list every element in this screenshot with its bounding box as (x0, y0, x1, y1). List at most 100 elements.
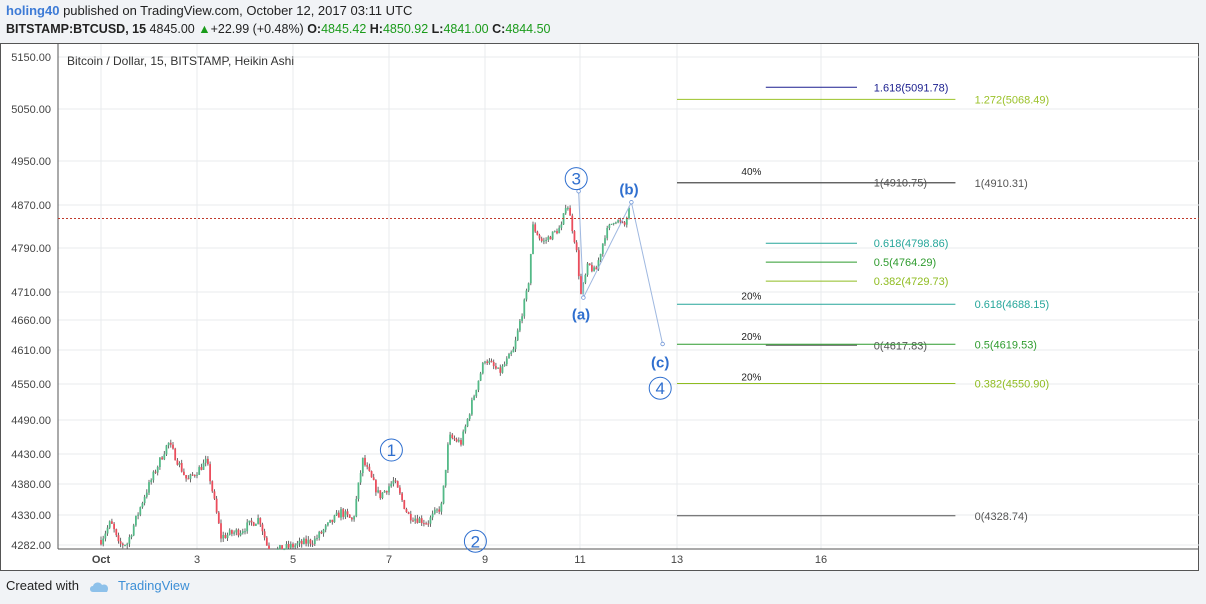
wave-circle (564, 167, 588, 191)
candle-body (213, 491, 216, 499)
candle-body (510, 352, 513, 354)
candle-body (163, 454, 166, 460)
y-tick-label: 4550.00 (11, 379, 51, 391)
fib-label: 0.618(4688.15) (975, 299, 1050, 311)
candle-body (124, 545, 126, 547)
candle-body (318, 531, 321, 538)
candle-body (159, 457, 161, 467)
candle-body (268, 545, 270, 549)
candle-body (431, 513, 434, 518)
tradingview-link[interactable]: TradingView (118, 578, 190, 593)
wave-label: 1 (387, 441, 396, 460)
y-tick-label: 4610.00 (11, 345, 51, 357)
candle-body (447, 444, 449, 470)
candle-body (263, 531, 266, 538)
candle-body (473, 396, 475, 400)
y-tick-label: 4790.00 (11, 243, 51, 255)
candle-body (401, 493, 403, 501)
candle-body (233, 532, 235, 534)
projection-point (581, 295, 586, 300)
candle-body (250, 520, 253, 523)
candle-body (261, 524, 264, 532)
candle-body (471, 399, 473, 415)
candle-body (394, 480, 397, 482)
candle-body (322, 529, 325, 534)
fib-label: 1(4910.31) (975, 178, 1028, 190)
tradingview-cloud-icon (89, 582, 108, 592)
candle-body (296, 543, 299, 546)
candle-body (217, 512, 220, 524)
candle-body (599, 253, 602, 261)
y-tick-label: 5150.00 (11, 52, 51, 64)
candle-body (353, 516, 355, 520)
x-tick-label: 9 (482, 554, 488, 566)
wave-label: 2 (471, 532, 480, 551)
fib-percent-label: 20% (741, 291, 761, 302)
candle-body (279, 545, 281, 549)
candle-body (529, 254, 532, 284)
candle-body (396, 481, 399, 488)
candle-body (215, 498, 218, 513)
candle-body (481, 362, 484, 374)
candle-body (606, 227, 609, 239)
low-label: L: (431, 22, 444, 36)
candle-body (320, 531, 323, 534)
candle-body (479, 373, 482, 381)
candle-body (556, 231, 558, 234)
candle-body (615, 222, 617, 224)
wave-circle (648, 376, 672, 400)
candle-body (202, 462, 205, 470)
candle-body (355, 498, 358, 517)
candle-body (185, 474, 187, 479)
fib-label: 0.5(4764.29) (874, 257, 936, 269)
candle-body (128, 537, 131, 544)
candle-body (521, 316, 523, 321)
candle-body (407, 512, 410, 514)
quote-line: BITSTAMP:BTCUSD, 15 4845.00 ▲+22.99 (+0.… (6, 22, 551, 36)
candle-body (340, 509, 342, 518)
candle-body (172, 444, 174, 449)
candle-body (377, 490, 379, 493)
price-change: +22.99 (+0.48%) (210, 22, 304, 36)
low-value: 4841.00 (443, 22, 489, 36)
candle-body (440, 503, 443, 512)
candle-body (152, 471, 155, 481)
candle-body (429, 517, 432, 524)
candle-body (610, 223, 613, 225)
candle-body (549, 236, 552, 240)
candle-body (224, 535, 227, 539)
candle-body (231, 530, 233, 534)
candle-body (329, 519, 331, 523)
candle-body (423, 523, 425, 525)
price-chart[interactable]: 5150.005050.004950.004870.004790.004710.… (0, 43, 1200, 571)
symbol-label[interactable]: BITSTAMP:BTCUSD, 15 (6, 22, 147, 36)
candle-body (145, 492, 148, 497)
candle-body (612, 222, 615, 224)
candle-body (495, 366, 497, 369)
candle-body (211, 481, 214, 492)
candle-body (346, 511, 349, 515)
candle-body (433, 509, 436, 514)
candle-body (436, 509, 438, 511)
author-link[interactable]: holing40 (6, 3, 60, 18)
candle-body (512, 349, 515, 353)
open-label: O: (307, 22, 322, 36)
candle-body (390, 483, 393, 487)
fib-label: 1.618(5091.78) (874, 82, 949, 94)
candle-body (187, 478, 190, 480)
x-tick-label: 7 (386, 554, 392, 566)
candle-body (503, 364, 506, 367)
candle-body (501, 366, 504, 373)
chart-panel[interactable]: 5150.00 5050.00 4950.00 4870.00 4790.00 4710.… (0, 43, 1200, 571)
x-tick-label: 5 (290, 554, 296, 566)
candle-body (281, 545, 283, 549)
y-axis: 5150.00 5050.00 4950.00 4870.00 4790.00 4710.… (11, 52, 51, 552)
candle-body (300, 540, 303, 545)
candle-body (418, 518, 421, 523)
candle-body (165, 445, 168, 455)
fib-label: 1(4910.75) (874, 178, 927, 190)
fib-levels: 1.618(5091.78) 1.272(5068.49) 1(4910.75) 1(… (677, 82, 1049, 523)
candle-body (259, 518, 262, 525)
candle-body (156, 466, 159, 473)
fib-label: 0.382(4729.73) (874, 276, 949, 288)
